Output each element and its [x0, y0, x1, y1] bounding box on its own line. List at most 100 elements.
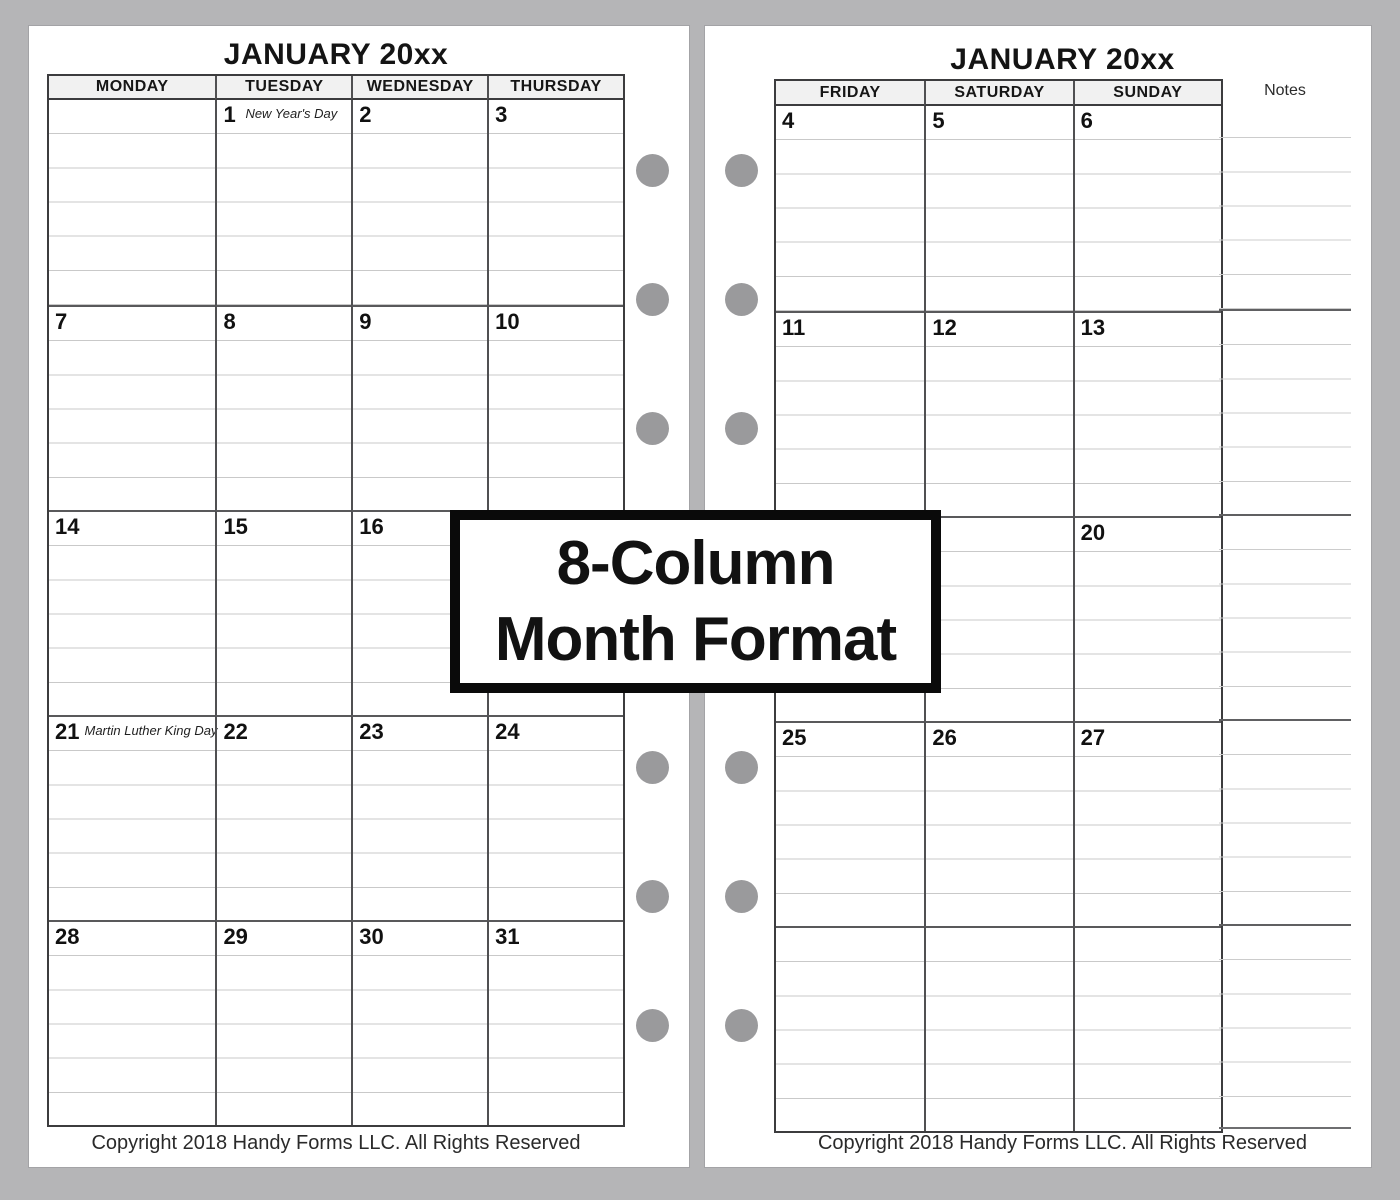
binder-hole: [725, 751, 758, 784]
binder-hole: [725, 283, 758, 316]
binder-hole: [725, 1009, 758, 1042]
date-number: 1: [223, 102, 236, 127]
date-number: 14: [55, 514, 80, 539]
day-cell: [1072, 926, 1221, 1131]
binder-hole: [636, 412, 669, 445]
column-header-saturday: SATURDAY: [924, 81, 1073, 106]
date-number: [926, 928, 932, 930]
day-cell: [49, 100, 216, 305]
day-cell: 14: [49, 510, 216, 715]
date-number: 8: [223, 309, 236, 334]
day-cell: 15: [215, 510, 352, 715]
overlay-title-line2: Month Format: [494, 604, 897, 674]
day-cell: 30: [351, 920, 488, 1125]
day-cell: 12: [924, 311, 1073, 516]
notes-week-block: [1219, 719, 1351, 924]
date-number: 28: [55, 924, 80, 949]
day-cell: 27: [1072, 721, 1221, 926]
holiday-label: Martin Luther King Day: [84, 723, 218, 738]
right-month-grid: FRIDAY SATURDAY SUNDAY 4 5 6 11 12 13 20…: [774, 79, 1223, 1133]
date-number: 4: [782, 108, 795, 133]
day-cell: 2: [351, 100, 488, 305]
date-number: 26: [932, 725, 957, 750]
column-header-sunday: SUNDAY: [1072, 81, 1221, 106]
column-header-friday: FRIDAY: [776, 81, 925, 106]
day-cell: 20: [1072, 516, 1221, 721]
day-cell: 28: [49, 920, 216, 1125]
date-number: 27: [1080, 725, 1106, 750]
day-cell: 25: [776, 721, 925, 926]
day-cell: 11: [776, 311, 925, 516]
date-number: 31: [495, 924, 520, 949]
date-number: 21: [55, 719, 80, 744]
left-page-title: JANUARY 20xx: [223, 38, 449, 71]
column-header-tuesday: TUESDAY: [215, 76, 352, 100]
format-overlay-box: 8-Column Month Format: [450, 510, 941, 693]
day-cell: 26: [924, 721, 1073, 926]
date-number: 11: [782, 315, 806, 340]
day-cell: 6: [1072, 106, 1221, 311]
date-number: 7: [55, 309, 68, 334]
binder-hole: [725, 880, 758, 913]
day-cell: 5: [924, 106, 1073, 311]
binder-hole: [636, 751, 669, 784]
day-cell: 23: [351, 715, 488, 920]
date-number: 25: [782, 725, 807, 750]
notes-column-label: Notes: [1264, 82, 1306, 99]
notes-week-block: [1219, 309, 1351, 514]
column-header-monday: MONDAY: [49, 76, 216, 100]
right-calendar-page: JANUARY 20xx Notes FRIDAY SATURDAY SUNDA…: [704, 25, 1372, 1168]
day-cell: [776, 926, 925, 1131]
notes-week-block: [1219, 104, 1351, 309]
binder-hole: [636, 154, 669, 187]
date-number: [1075, 928, 1081, 930]
day-cell: 9: [351, 305, 488, 510]
day-cell: 22: [215, 715, 352, 920]
date-number: 2: [359, 102, 372, 127]
binder-hole: [636, 880, 669, 913]
date-number: 6: [1080, 108, 1093, 133]
date-number: 30: [359, 924, 384, 949]
day-cell: 8: [215, 305, 352, 510]
day-cell: [924, 926, 1073, 1131]
day-cell: 10: [487, 305, 623, 510]
date-number: 9: [359, 309, 372, 334]
date-number: 5: [932, 108, 945, 133]
date-number: 13: [1080, 315, 1106, 340]
date-number: 10: [495, 309, 520, 334]
day-cell: 4: [776, 106, 925, 311]
date-number: [49, 100, 55, 102]
day-cell: 21 Martin Luther King Day: [49, 715, 218, 920]
column-header-thursday: THURSDAY: [487, 76, 623, 100]
copyright-line: Copyright 2018 Handy Forms LLC. All Righ…: [817, 1132, 1308, 1154]
day-cell: 13: [1072, 311, 1221, 516]
day-cell: 3: [487, 100, 623, 305]
day-cell: 1 New Year's Day: [215, 100, 352, 305]
date-number: 22: [223, 719, 248, 744]
binder-hole: [725, 412, 758, 445]
day-cell: [924, 516, 1073, 721]
column-header-wednesday: WEDNESDAY: [351, 76, 488, 100]
day-cell: 7: [49, 305, 216, 510]
day-cell: 24: [487, 715, 623, 920]
notes-week-block: [1219, 924, 1351, 1129]
date-number: 23: [359, 719, 384, 744]
date-number: 29: [223, 924, 248, 949]
overlay-title-line1: 8-Column: [556, 528, 836, 598]
binder-hole: [725, 154, 758, 187]
date-number: 16: [359, 514, 384, 539]
notes-week-block: [1219, 514, 1351, 719]
date-number: 15: [223, 514, 248, 539]
copyright-line: Copyright 2018 Handy Forms LLC. All Righ…: [91, 1132, 581, 1154]
date-number: 20: [1080, 520, 1106, 545]
day-cell: 31: [487, 920, 623, 1125]
date-number: 24: [495, 719, 520, 744]
holiday-label: New Year's Day: [245, 106, 338, 121]
binder-hole: [636, 1009, 669, 1042]
date-number: 3: [495, 102, 508, 127]
notes-column: [1219, 104, 1351, 1129]
right-page-title: JANUARY 20xx: [950, 43, 1175, 76]
binder-hole: [636, 283, 669, 316]
date-number: 12: [932, 315, 957, 340]
